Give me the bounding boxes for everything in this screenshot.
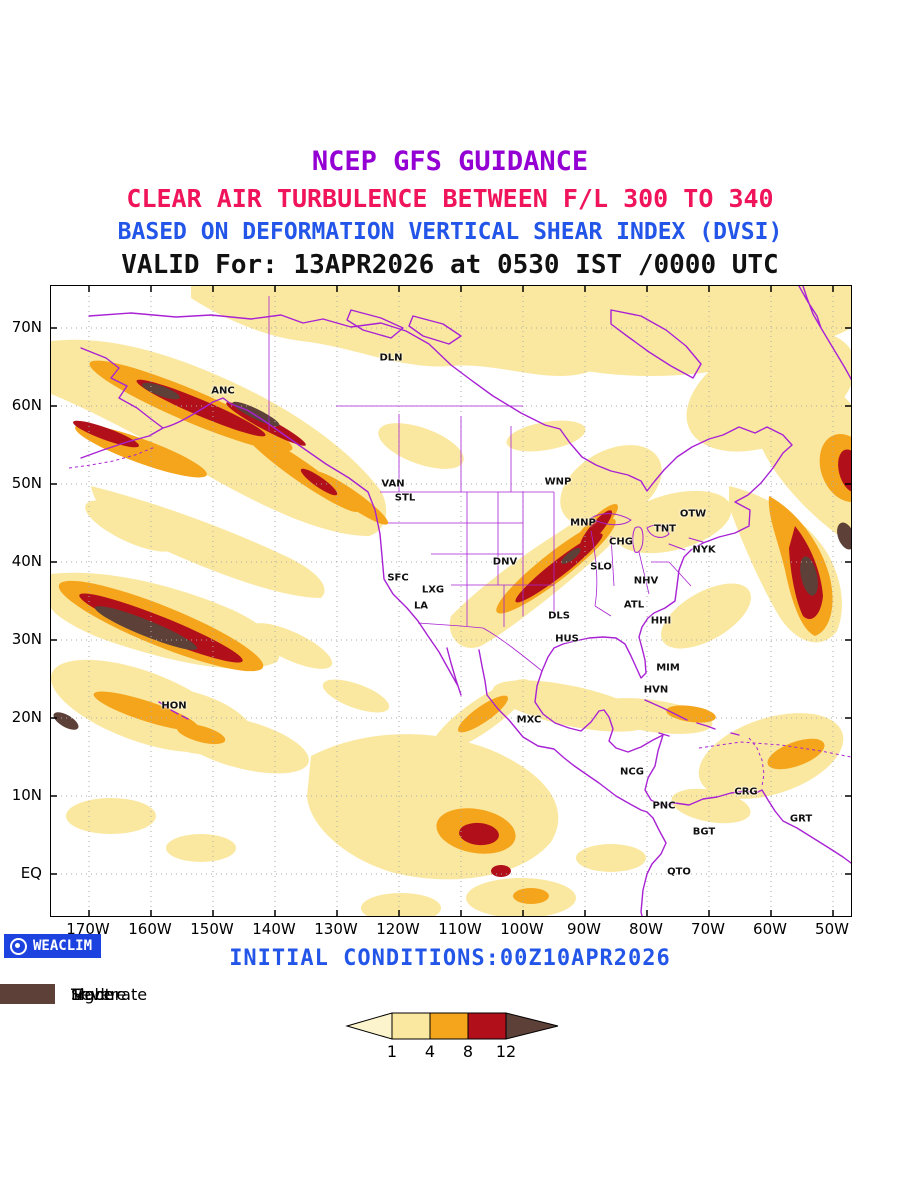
scale-box-moderate — [467, 1012, 507, 1040]
scale-box-light — [429, 1012, 469, 1040]
lon-label: 100W — [500, 920, 544, 938]
map-graphic — [51, 286, 851, 916]
lat-label: 30N — [11, 630, 42, 648]
lon-label: 80W — [629, 920, 663, 938]
lat-label: 20N — [11, 708, 42, 726]
lon-label: 90W — [567, 920, 601, 938]
station-label-bgt: BGT — [692, 826, 716, 838]
station-label-nyk: NYK — [692, 544, 716, 556]
lon-label: 120W — [376, 920, 420, 938]
tick-layer — [51, 286, 851, 916]
station-label-atl: ATL — [623, 599, 645, 611]
station-label-la: LA — [413, 600, 429, 612]
map-frame: DLN ANC VAN STL WNP MNP OTW TNT CHG NYK SLO DNV NHV A… — [50, 285, 852, 917]
lat-labels: 70N 60N 50N 40N 30N 20N 10N EQ — [0, 0, 45, 1200]
station-label-dln: DLN — [379, 352, 403, 364]
lon-label: 50W — [815, 920, 849, 938]
scale-tick: 1 — [386, 1042, 398, 1061]
legend-label: Severe — [71, 984, 127, 1004]
lon-label: 160W — [128, 920, 172, 938]
title-line-model: NCEP GFS GUIDANCE — [311, 146, 589, 177]
lon-label: 150W — [190, 920, 234, 938]
scale-arrow-left-head — [345, 1012, 393, 1040]
station-label-anc: ANC — [211, 385, 235, 397]
station-label-hvn: HVN — [643, 684, 669, 696]
lon-label: 110W — [438, 920, 482, 938]
initial-conditions-text: INITIAL CONDITIONS:00Z10APR2026 — [229, 946, 671, 971]
coastline-greenland — [798, 286, 851, 381]
legend-label: Trace — [71, 984, 114, 1004]
legend-item-severe: Severe — [0, 984, 126, 1004]
lon-label: 70W — [691, 920, 725, 938]
station-label-tnt: TNT — [653, 523, 677, 535]
state-borders — [268, 296, 692, 672]
weaclim-label: WEACLIM — [33, 938, 93, 954]
coastline-arctic-atlantic — [88, 312, 851, 864]
scale-arrow — [345, 1012, 559, 1040]
scale-tick: 8 — [462, 1042, 474, 1061]
station-label-otw: OTW — [679, 508, 707, 520]
station-label-pnc: PNC — [652, 800, 676, 812]
station-label-mnp: MNP — [570, 517, 596, 529]
coastline-layer — [68, 286, 851, 916]
station-label-dls: DLS — [548, 610, 570, 622]
legend-label: Light — [71, 984, 111, 1004]
lat-label: 60N — [11, 396, 42, 414]
station-label-van: VAN — [381, 478, 405, 490]
title-line-product: CLEAR AIR TURBULENCE BETWEEN F/L 300 TO … — [126, 184, 774, 213]
lon-labels: 170W 160W 150W 140W 130W 120W 110W 100W 90W 80W 70… — [0, 920, 900, 940]
lat-label: 50N — [11, 474, 42, 492]
station-label-chg: CHG — [609, 536, 633, 548]
title-line-method: BASED ON DEFORMATION VERTICAL SHEAR INDE… — [117, 219, 783, 245]
lon-label: 130W — [314, 920, 358, 938]
station-label-dnv: DNV — [492, 556, 518, 568]
scale-tick: 12 — [495, 1042, 517, 1061]
station-label-lxg: LXG — [421, 584, 445, 596]
lat-label: 10N — [11, 786, 42, 804]
station-label-ncg: NCG — [620, 766, 644, 778]
legend-label: Moderate — [71, 984, 148, 1004]
dashed-features — [68, 446, 851, 787]
lon-label: 60W — [753, 920, 787, 938]
station-label-wnp: WNP — [544, 476, 572, 488]
station-label-stl: STL — [394, 492, 416, 504]
station-label-mim: MIM — [656, 662, 680, 674]
coastline-pacific — [80, 347, 667, 916]
grid-layer — [51, 286, 851, 916]
arctic-islands — [346, 309, 702, 379]
weaclim-badge: WEACLIM — [4, 934, 102, 958]
intensity-scale: 1 4 8 12 — [345, 1010, 560, 1062]
turbulence-severe-layer — [53, 382, 851, 730]
caribbean-islands — [158, 699, 740, 737]
station-labels: DLN ANC VAN STL WNP MNP OTW TNT CHG NYK SLO DNV NHV A… — [51, 286, 851, 916]
lon-label: 170W — [66, 920, 110, 938]
station-label-hon: HON — [161, 700, 187, 712]
weaclim-logo-icon — [10, 937, 27, 955]
station-label-hus: HUS — [555, 633, 579, 645]
legend-swatch — [0, 984, 55, 1004]
lat-label: 70N — [11, 318, 42, 336]
lon-label: 140W — [252, 920, 296, 938]
scale-box-trace — [391, 1012, 431, 1040]
scale-arrow-right-head — [505, 1012, 559, 1040]
title-line-valid-time: VALID For: 13APR2026 at 0530 IST /0000 U… — [121, 250, 779, 280]
station-label-crg: CRG — [734, 786, 758, 798]
station-label-qto: QTO — [667, 866, 691, 878]
great-lakes — [590, 513, 704, 553]
station-label-sfc: SFC — [387, 572, 409, 584]
station-label-mxc: MXC — [516, 714, 542, 726]
station-label-nhv: NHV — [633, 575, 659, 587]
lat-label: EQ — [20, 864, 42, 882]
lat-label: 40N — [11, 552, 42, 570]
station-label-grt: GRT — [789, 813, 813, 825]
station-label-hhi: HHI — [650, 615, 672, 627]
scale-tick: 4 — [424, 1042, 436, 1061]
station-label-slo: SLO — [590, 561, 612, 573]
scale-ticks: 1 4 8 12 — [345, 1042, 560, 1062]
